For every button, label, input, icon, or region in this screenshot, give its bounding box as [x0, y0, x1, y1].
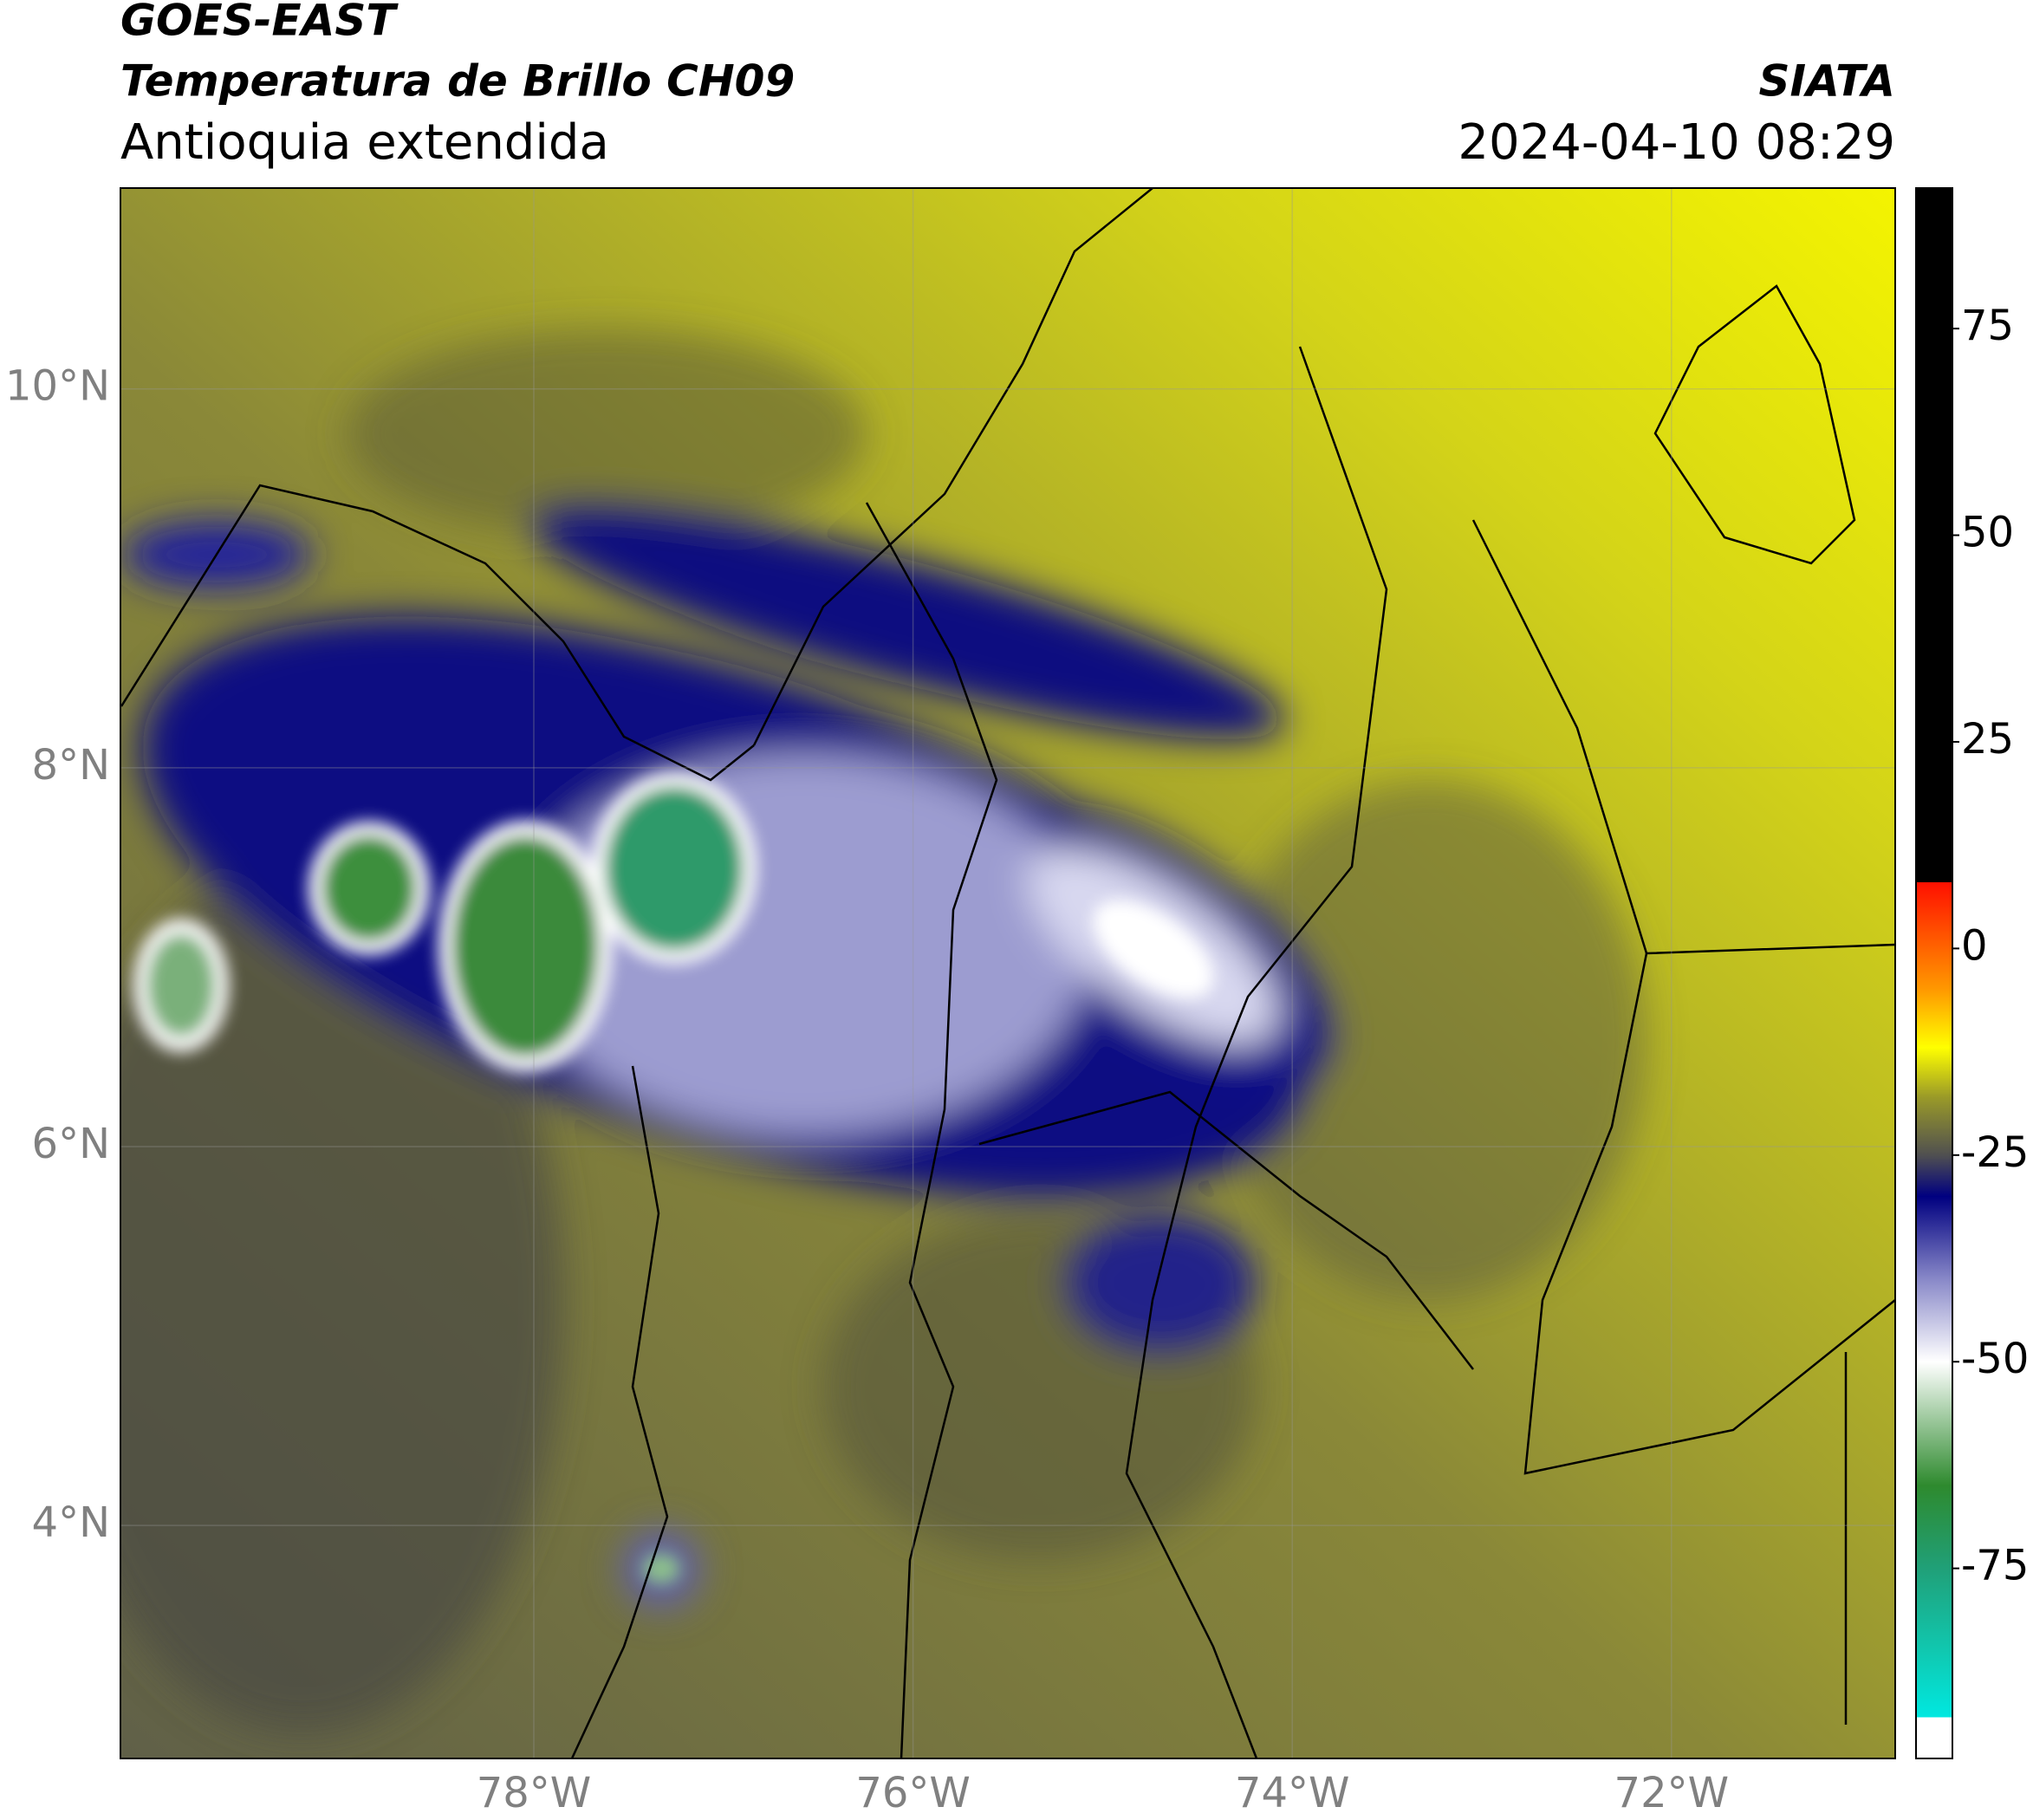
x-tick-label: 72°W	[1614, 1769, 1730, 1817]
colorbar-tick-label: -50	[1961, 1335, 2029, 1383]
map-frame	[120, 187, 1896, 1759]
agency-label: SIATA	[1759, 56, 1895, 107]
y-tick-label: 10°N	[5, 362, 110, 411]
product-title: Temperatura de Brillo CH09	[120, 56, 795, 107]
colorbar-tick-label: 0	[1961, 921, 1988, 970]
datetime-label: 2024-04-10 08:29	[1458, 114, 1895, 171]
colorbar-tick-label: -75	[1961, 1542, 2029, 1590]
satellite-image	[120, 188, 1895, 1758]
colorbar-frame	[1915, 187, 1953, 1759]
colorbar-tick-label: 25	[1961, 715, 2014, 764]
x-tick-label: 74°W	[1235, 1769, 1350, 1817]
colorbar	[1916, 188, 1952, 1758]
region-subtitle: Antioquia extendida	[120, 114, 609, 171]
y-tick-label: 6°N	[32, 1120, 110, 1168]
y-tick-label: 8°N	[32, 741, 110, 790]
x-tick-label: 76°W	[855, 1769, 971, 1817]
y-tick-label: 4°N	[32, 1498, 110, 1547]
x-tick-label: 78°W	[477, 1769, 592, 1817]
colorbar-tick-label: 75	[1961, 302, 2014, 350]
cold-tops	[133, 773, 1214, 1584]
colorbar-tick-label: 50	[1961, 509, 2014, 557]
colorbar-tick-label: -25	[1961, 1128, 2029, 1177]
satellite-title: GOES-EAST	[120, 0, 399, 46]
borders	[120, 188, 1895, 1758]
